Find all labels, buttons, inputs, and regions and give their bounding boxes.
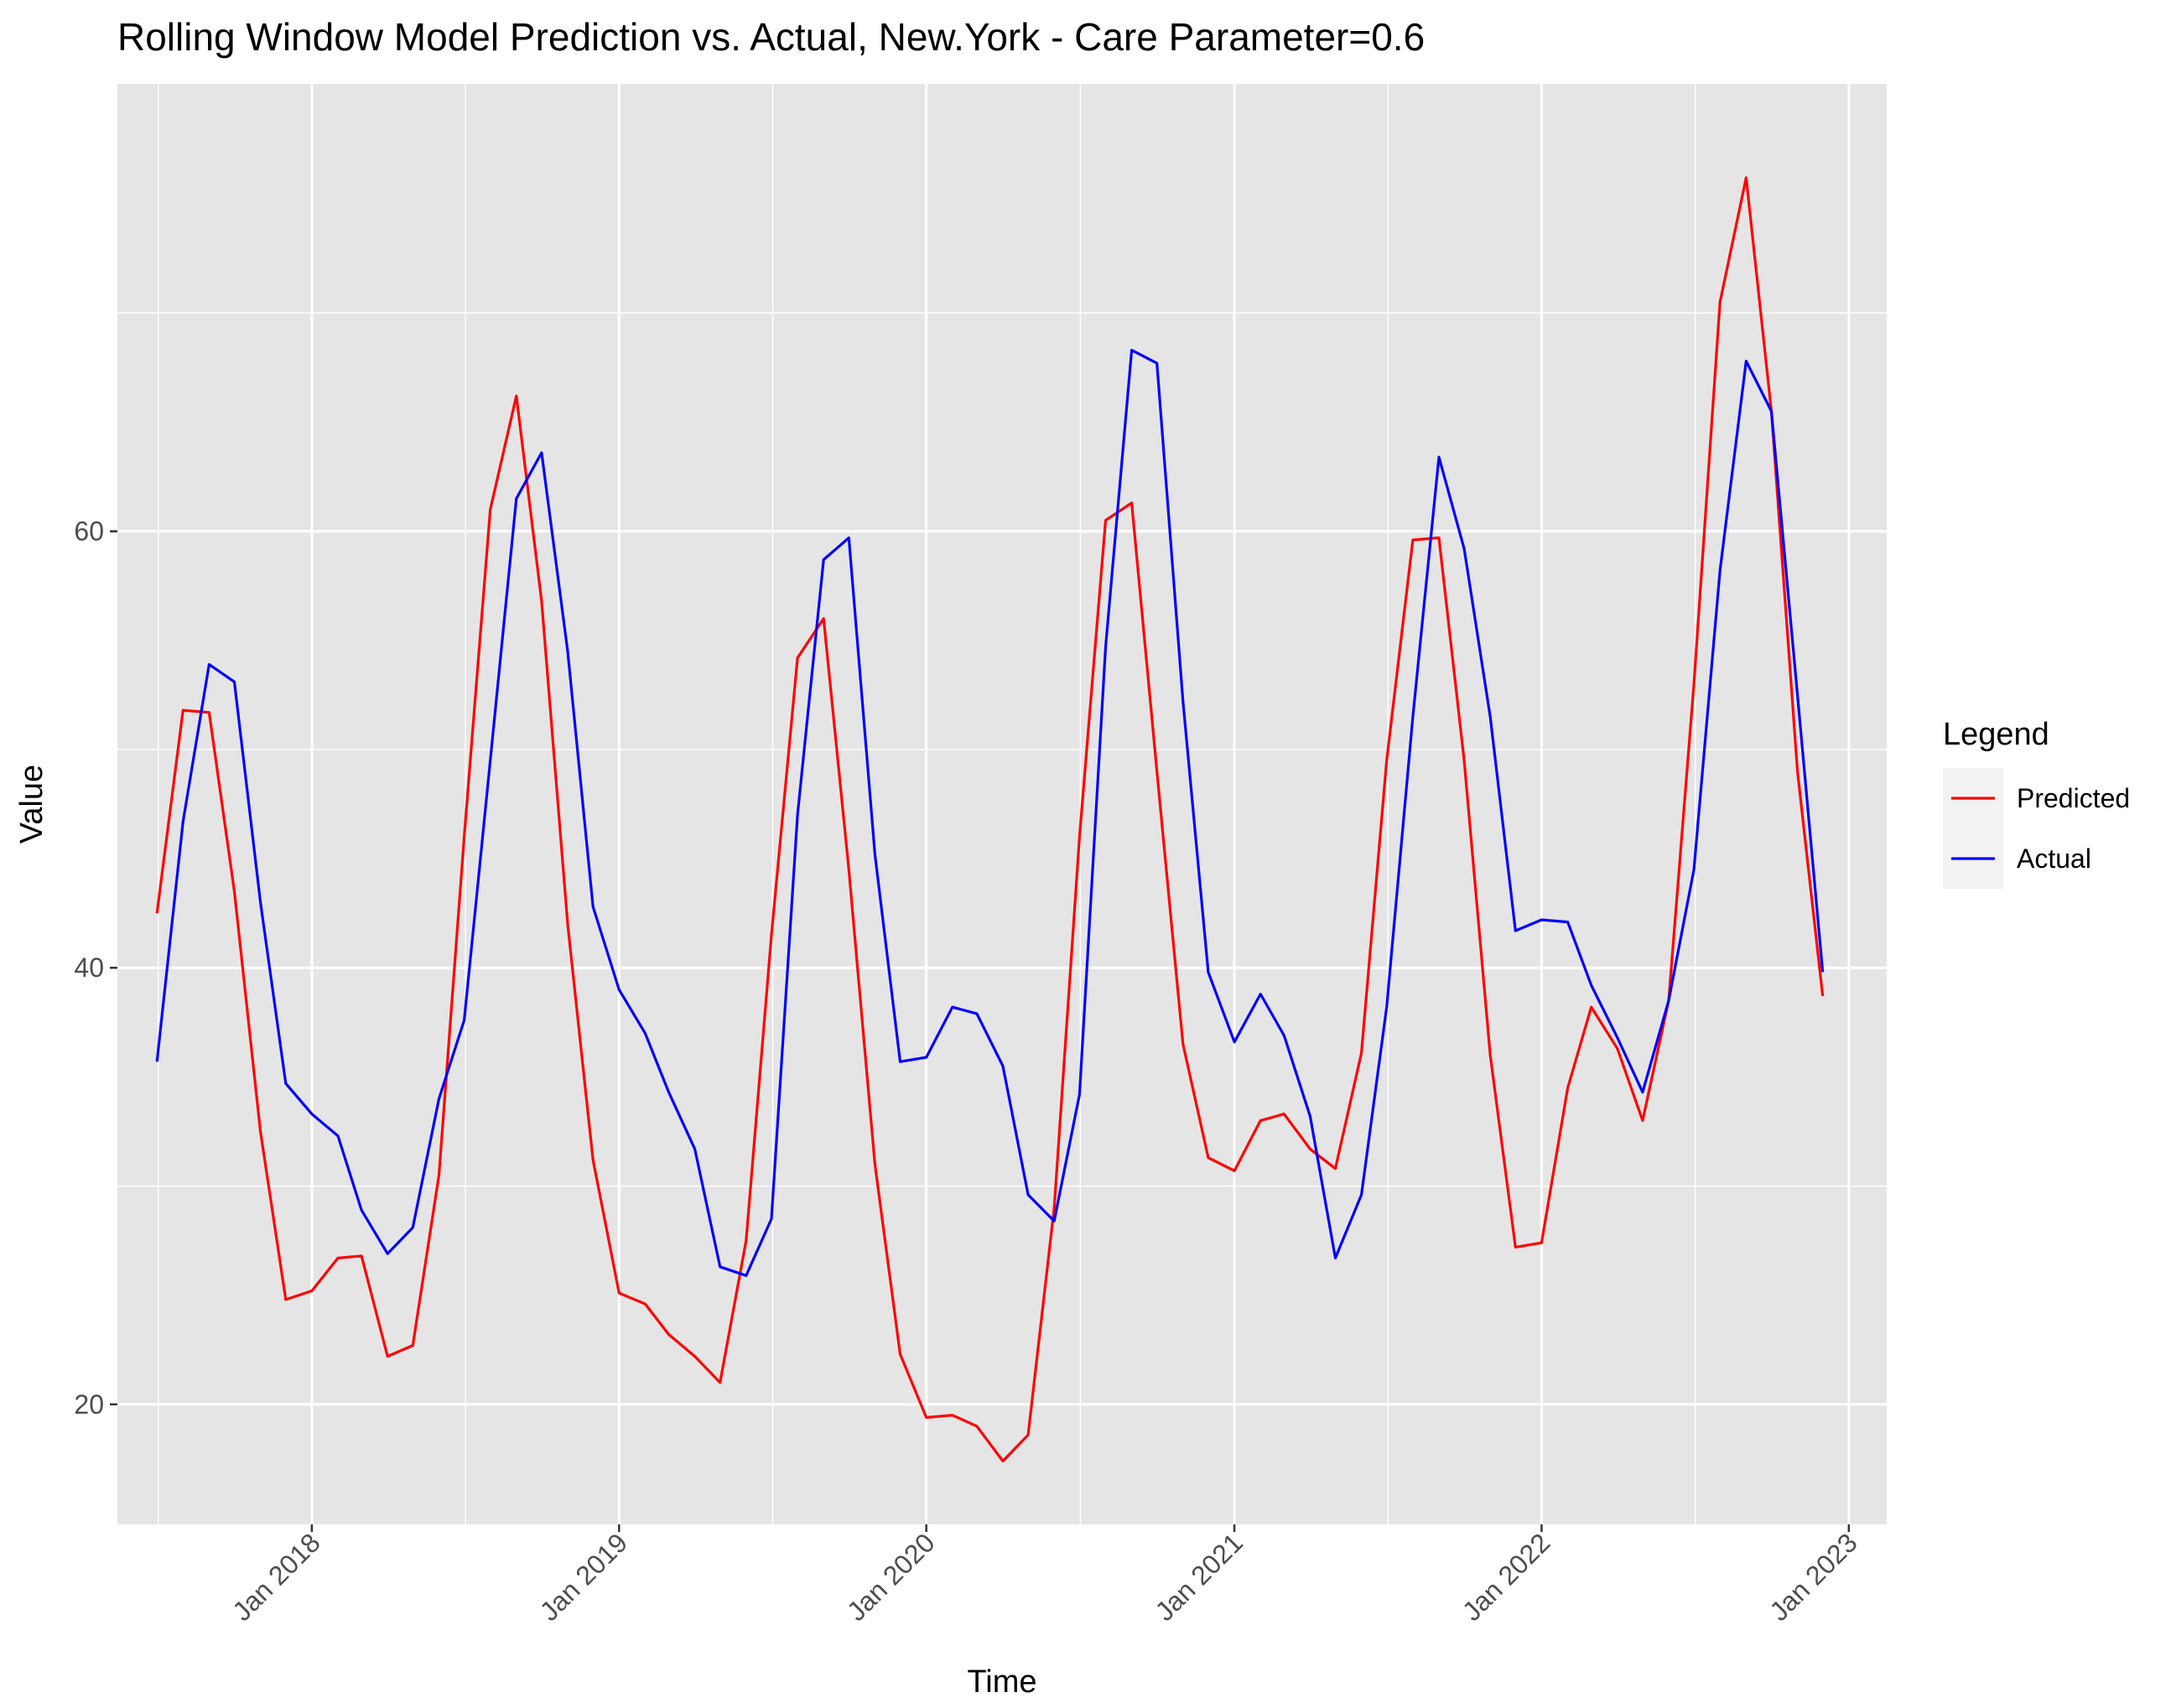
- chart-title: Rolling Window Model Prediction vs. Actu…: [117, 15, 1425, 59]
- series-line-actual: [155, 349, 1825, 1277]
- y-tick-label: 40: [74, 953, 104, 983]
- series-lines: [155, 176, 1825, 1463]
- grid-minor: [117, 84, 1887, 1524]
- legend-label-predicted: Predicted: [2017, 783, 2130, 813]
- x-axis: Jan 2018 Jan 2019 Jan 2020 Jan 2021 Jan 2022…: [226, 1524, 1863, 1627]
- legend-title: Legend: [1943, 717, 2049, 752]
- x-axis-label: Time: [967, 1664, 1036, 1700]
- grid-major: [117, 84, 1887, 1524]
- legend-items: Predicted Actual: [1943, 768, 2130, 889]
- x-tick-label: Jan 2019: [534, 1527, 634, 1627]
- y-tick-label: 60: [74, 517, 104, 547]
- legend-label-actual: Actual: [2017, 844, 2091, 874]
- legend: Legend Predicted Actual: [1943, 717, 2130, 889]
- x-tick-label: Jan 2023: [1763, 1527, 1863, 1627]
- x-tick-label: Jan 2018: [226, 1527, 326, 1627]
- x-tick-label: Jan 2020: [841, 1527, 941, 1627]
- x-tick-label: Jan 2021: [1149, 1527, 1249, 1627]
- y-tick-label: 20: [74, 1389, 104, 1420]
- y-axis: 20 40 60: [74, 517, 117, 1420]
- plot-panel: [117, 84, 1887, 1524]
- x-tick-label: Jan 2022: [1457, 1527, 1556, 1627]
- series-line-predicted: [155, 176, 1825, 1463]
- y-axis-label: Value: [14, 765, 49, 844]
